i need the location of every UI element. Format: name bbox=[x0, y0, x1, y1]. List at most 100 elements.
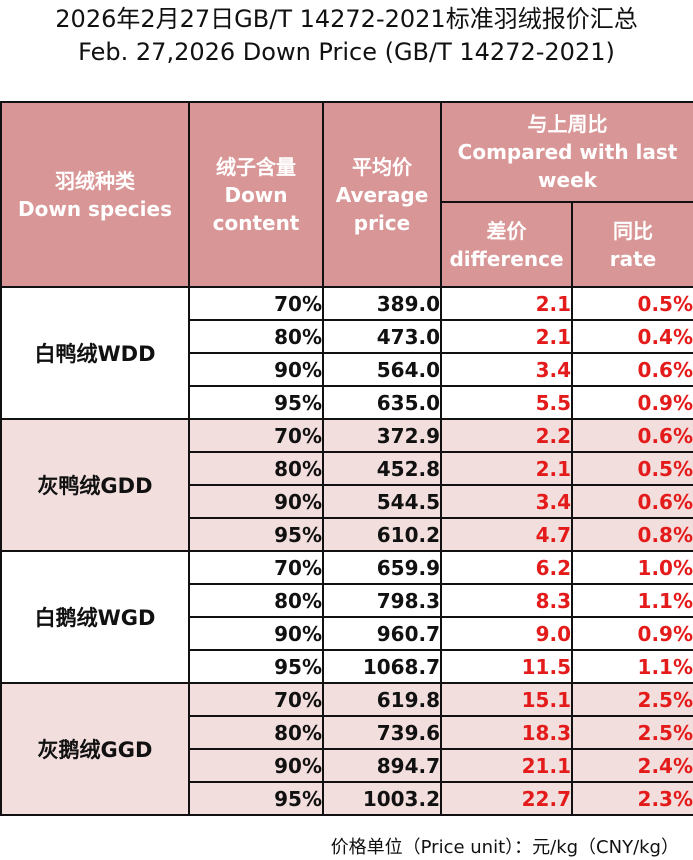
difference-cell: 11.5 bbox=[440, 649, 573, 684]
difference-cell: 5.5 bbox=[440, 385, 573, 420]
content-cell: 95% bbox=[188, 781, 324, 816]
table-row: 80% 739.6 18.3 2.5% bbox=[1, 715, 693, 750]
table-row: 80% 473.0 2.1 0.4% bbox=[1, 319, 693, 354]
difference-cell: 2.1 bbox=[440, 319, 573, 354]
rate-cell: 0.4% bbox=[571, 319, 693, 354]
difference-cell: 3.4 bbox=[440, 484, 573, 519]
header-content: 绒子含量 Down content bbox=[188, 101, 324, 288]
table-row: 80% 798.3 8.3 1.1% bbox=[1, 583, 693, 618]
content-cell: 90% bbox=[188, 748, 324, 783]
header-avg-cn: 平均价 bbox=[352, 154, 412, 179]
table-row: 90% 564.0 3.4 0.6% bbox=[1, 352, 693, 387]
header-rate-en: rate bbox=[609, 246, 657, 271]
price-cell: 564.0 bbox=[322, 352, 442, 387]
rate-cell: 1.0% bbox=[571, 550, 693, 585]
rate-cell: 2.4% bbox=[571, 748, 693, 783]
content-cell: 80% bbox=[188, 319, 324, 354]
content-cell: 80% bbox=[188, 451, 324, 486]
price-cell: 798.3 bbox=[322, 583, 442, 618]
header-compare: 与上周比 Compared with last week bbox=[440, 101, 693, 203]
price-cell: 659.9 bbox=[322, 550, 442, 585]
difference-cell: 4.7 bbox=[440, 517, 573, 552]
rate-cell: 0.9% bbox=[571, 616, 693, 651]
content-cell: 90% bbox=[188, 484, 324, 519]
content-cell: 95% bbox=[188, 517, 324, 552]
rate-cell: 0.6% bbox=[571, 418, 693, 453]
header-compare-en2: week bbox=[538, 168, 597, 192]
price-cell: 739.6 bbox=[322, 715, 442, 750]
content-cell: 80% bbox=[188, 715, 324, 750]
price-cell: 372.9 bbox=[322, 418, 442, 453]
table-row: 白鹅绒WGD 70% 659.9 6.2 1.0% bbox=[0, 550, 693, 684]
price-unit-note: 价格单位（Price unit）：元/kg（CNY/kg） bbox=[330, 837, 679, 858]
table-row: 灰鸭绒GDD 70% 372.9 2.2 0.6% bbox=[0, 418, 693, 552]
difference-cell: 2.1 bbox=[440, 451, 573, 486]
title-chinese: 2026年2月27日GB/T 14272-2021标准羽绒报价汇总 bbox=[55, 5, 638, 33]
difference-cell: 22.7 bbox=[440, 781, 573, 816]
price-cell: 452.8 bbox=[322, 451, 442, 486]
rate-cell: 0.5% bbox=[571, 286, 693, 321]
species-cell: 白鸭绒WDD bbox=[0, 286, 190, 420]
table-row: 90% 960.7 9.0 0.9% bbox=[1, 616, 693, 651]
rate-cell: 2.5% bbox=[571, 715, 693, 750]
rate-cell: 0.6% bbox=[571, 352, 693, 387]
price-cell: 544.5 bbox=[322, 484, 442, 519]
header-diff-cn: 差价 bbox=[486, 218, 527, 243]
difference-cell: 18.3 bbox=[440, 715, 573, 750]
header-diff-en: difference bbox=[449, 246, 564, 271]
rate-cell: 2.3% bbox=[571, 781, 693, 816]
content-cell: 70% bbox=[188, 550, 324, 585]
difference-cell: 2.1 bbox=[440, 286, 573, 321]
table-row: 95% 610.2 4.7 0.8% bbox=[1, 517, 693, 552]
price-cell: 389.0 bbox=[322, 286, 442, 321]
difference-cell: 6.2 bbox=[440, 550, 573, 585]
price-cell: 960.7 bbox=[322, 616, 442, 651]
header-species-cn: 羽绒种类 bbox=[55, 168, 135, 193]
difference-cell: 8.3 bbox=[440, 583, 573, 618]
rate-cell: 1.1% bbox=[571, 649, 693, 684]
content-cell: 80% bbox=[188, 583, 324, 618]
price-table: 羽绒种类 Down species 绒子含量 Down content 平均价 … bbox=[0, 101, 693, 816]
content-cell: 90% bbox=[188, 352, 324, 387]
rate-cell: 0.9% bbox=[571, 385, 693, 420]
header-content-en2: content bbox=[212, 210, 300, 235]
difference-cell: 2.2 bbox=[440, 418, 573, 453]
header-content-cn: 绒子含量 bbox=[216, 154, 296, 179]
difference-cell: 3.4 bbox=[440, 352, 573, 387]
table-row: 灰鹅绒GGD 70% 619.8 15.1 2.5% bbox=[0, 682, 693, 816]
header-compare-en1: Compared with last bbox=[457, 140, 678, 164]
content-cell: 95% bbox=[188, 649, 324, 684]
title-english: Feb. 27,2026 Down Price (GB/T 14272-2021… bbox=[78, 38, 615, 66]
rate-cell: 1.1% bbox=[571, 583, 693, 618]
species-cell: 灰鸭绒GDD bbox=[0, 418, 190, 552]
header-species: 羽绒种类 Down species bbox=[0, 101, 190, 288]
table-row: 80% 452.8 2.1 0.5% bbox=[1, 451, 693, 486]
price-cell: 610.2 bbox=[322, 517, 442, 552]
price-cell: 1003.2 bbox=[322, 781, 442, 816]
header-difference: 差价 difference bbox=[440, 201, 573, 288]
difference-cell: 21.1 bbox=[440, 748, 573, 783]
table-row: 白鸭绒WDD 70% 389.0 2.1 0.5% bbox=[0, 286, 693, 420]
content-cell: 95% bbox=[188, 385, 324, 420]
header-rate-cn: 同比 bbox=[613, 218, 653, 243]
header-rate: 同比 rate bbox=[571, 201, 693, 288]
price-cell: 894.7 bbox=[322, 748, 442, 783]
header-content-en1: Down bbox=[224, 182, 288, 207]
table-row: 95% 635.0 5.5 0.9% bbox=[1, 385, 693, 420]
price-cell: 635.0 bbox=[322, 385, 442, 420]
table-row: 90% 894.7 21.1 2.4% bbox=[1, 748, 693, 783]
table-row: 95% 1003.2 22.7 2.3% bbox=[1, 781, 693, 816]
content-cell: 90% bbox=[188, 616, 324, 651]
species-cell: 灰鹅绒GGD bbox=[0, 682, 190, 816]
rate-cell: 0.8% bbox=[571, 517, 693, 552]
price-cell: 619.8 bbox=[322, 682, 442, 717]
content-cell: 70% bbox=[188, 418, 324, 453]
rate-cell: 2.5% bbox=[571, 682, 693, 717]
header-species-en: Down species bbox=[18, 196, 172, 221]
header-avg-en1: Average bbox=[335, 182, 429, 207]
rate-cell: 0.5% bbox=[571, 451, 693, 486]
header-compare-cn: 与上周比 bbox=[527, 112, 608, 136]
content-cell: 70% bbox=[188, 682, 324, 717]
species-cell: 白鹅绒WGD bbox=[0, 550, 190, 684]
price-cell: 1068.7 bbox=[322, 649, 442, 684]
